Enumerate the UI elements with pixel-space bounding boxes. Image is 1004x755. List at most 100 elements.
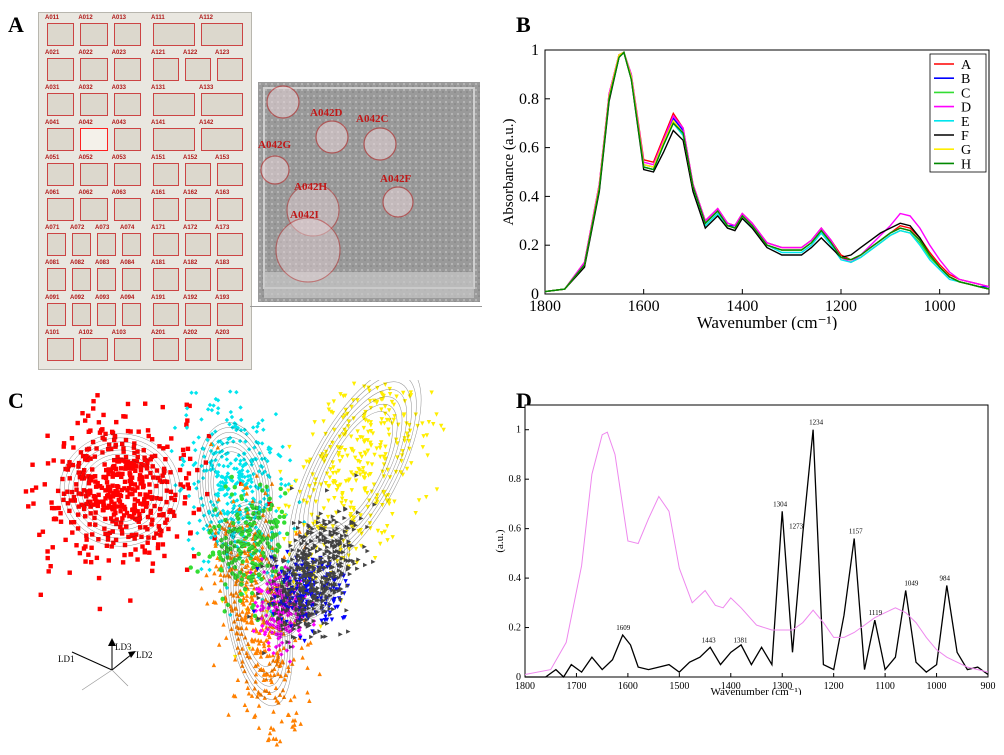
scatter-point [321,419,326,424]
scatter-point [133,468,138,474]
scatter-point [331,538,336,544]
scatter-point [350,472,356,477]
scatter-point [30,488,35,493]
confidence-ellipse-e [197,422,273,558]
scatter-point [243,583,249,588]
slide-well [80,338,108,361]
scatter-point [156,524,162,529]
scatter-point [86,474,91,479]
scatter-point [210,513,216,518]
scatter-point [151,475,156,480]
slide-well [153,163,179,186]
scatter-point [393,469,399,475]
scatter-point [303,576,308,581]
peak-label: 1609 [616,624,631,632]
scatter-point [261,427,266,432]
scatter-point [368,440,373,446]
scatter-point [66,463,71,469]
slide-well [80,23,108,46]
roi-label: A042F [380,173,411,185]
scatter-point [106,442,112,447]
scatter-point [182,501,187,506]
scatter-point [359,531,364,536]
roi-label: A042H [294,181,327,193]
scatter-point [238,405,243,410]
scatter-point [368,526,373,531]
scatter-point [356,466,361,472]
scatter-point [318,596,324,601]
scatter-point [402,436,407,441]
scatter-point [130,491,135,497]
scatter-point [184,567,190,572]
scatter-point [296,552,301,558]
scatter-point [96,537,101,542]
scatter-point [267,622,273,628]
slide-well [47,268,66,291]
scatter-point [186,520,192,526]
scatter-point [154,483,159,489]
scatter-point [302,586,308,592]
scatter-point [328,558,333,564]
slide-well-label: A163 [215,190,230,196]
scatter-point [67,508,72,514]
scatter-point [337,446,343,452]
scatter-point [385,538,390,543]
scatter-point [178,482,183,487]
slide-well-label: A031 [45,85,60,91]
scatter-point [257,586,262,592]
scatter-point [142,455,147,460]
scatter-point [292,526,297,531]
slide-well [153,198,179,221]
scatter-point [258,628,264,633]
scatter-point [126,534,131,540]
scatter-point [359,516,364,521]
roi-circle [275,217,341,283]
scatter-point [330,470,336,476]
scatter-point [69,436,75,441]
scatter-point [76,504,81,509]
scatter-point [386,493,391,498]
scatter-point [204,468,209,473]
scatter-point [363,562,368,568]
scatter-point [277,738,283,744]
scatter-point [372,452,377,458]
chart-d-y-tick-label: 1 [516,425,521,436]
scatter-point [26,504,31,509]
scatter-point [331,569,337,575]
slide-well-label: A151 [151,155,166,161]
slide-well [97,303,116,326]
scatter-point [211,662,217,668]
scatter-point [127,478,132,484]
scatter-point [305,665,310,670]
scatter-point [261,508,266,513]
scatter-point [306,567,312,573]
scatter-point [114,521,119,527]
scatter-point [84,533,89,538]
scatter-point [328,612,333,617]
scatter-point [249,553,255,558]
scatter-point [273,576,279,582]
scatter-point [131,511,137,516]
ellipse-ring [76,449,164,531]
slide-well-label: A171 [151,225,166,231]
scatter-point [137,511,142,517]
ellipse-ring [238,563,278,667]
scatter-point [217,519,222,525]
scatter-point [289,565,294,571]
ellipse-ring [210,446,260,534]
scatter-point [246,691,252,696]
scatter-point [337,434,342,439]
scatter-point [305,573,310,579]
scatter-point [100,450,105,455]
scatter-point [58,511,63,516]
axis-ghost [81,669,113,691]
scatter-point [225,440,230,446]
scatter-point [105,533,111,538]
scatter-point [165,444,170,449]
slide-well [47,23,75,46]
scatter-point [349,521,354,526]
ellipse-ring [287,530,343,610]
ellipse-ring [225,530,291,700]
slide-well [47,58,75,81]
scatter-point [262,650,267,656]
